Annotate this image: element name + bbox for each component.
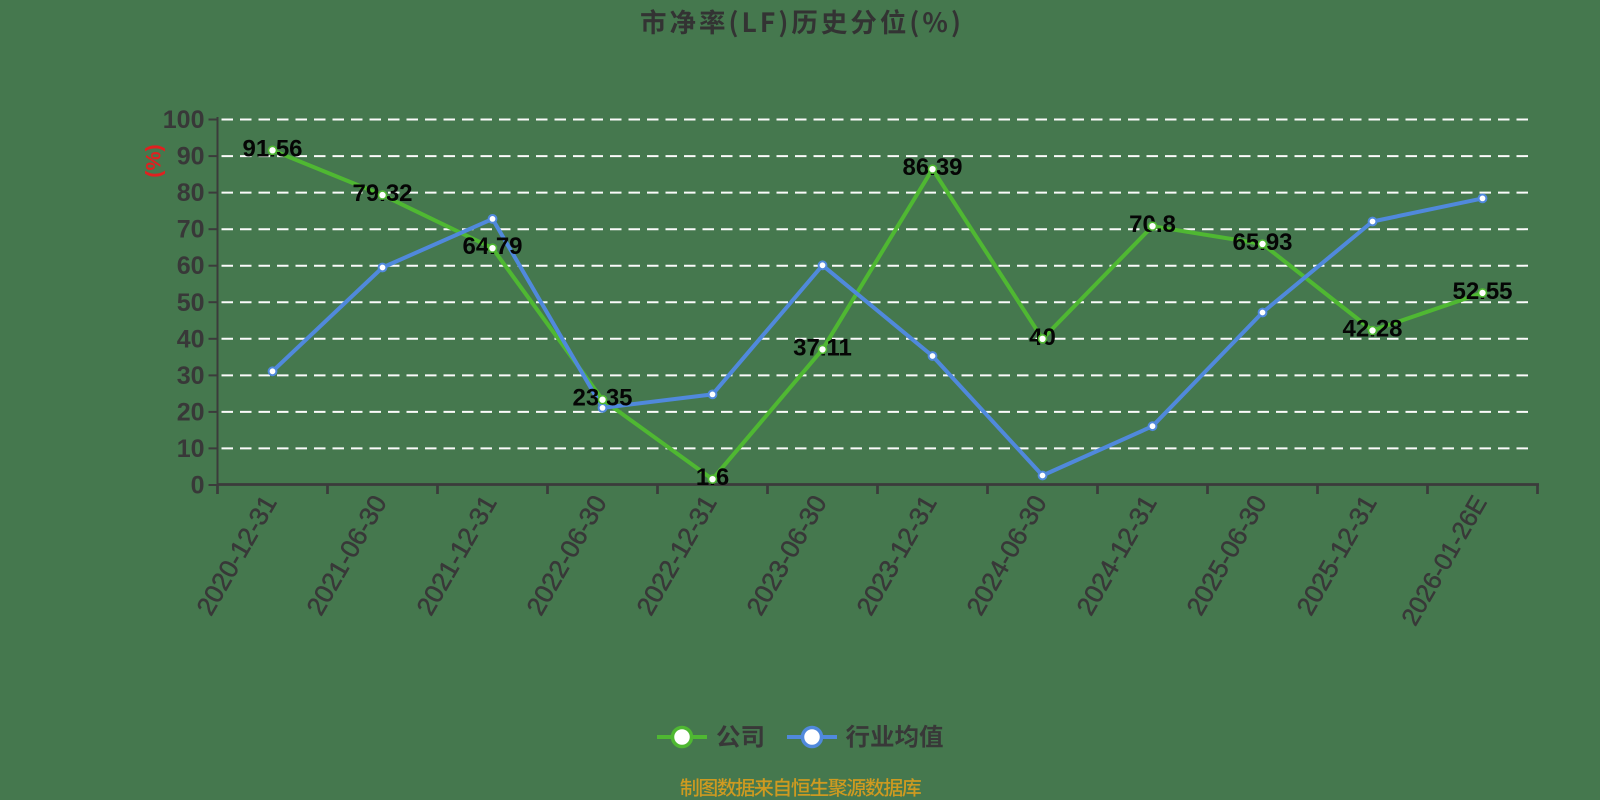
svg-text:10: 10 (177, 435, 205, 463)
svg-text:50: 50 (177, 289, 205, 317)
svg-text:70: 70 (177, 216, 205, 244)
svg-text:40: 40 (177, 325, 205, 353)
svg-text:(%): (%) (142, 144, 166, 177)
svg-text:80: 80 (177, 179, 205, 207)
svg-text:20: 20 (177, 398, 205, 426)
svg-text:100: 100 (163, 106, 205, 134)
svg-text:0: 0 (191, 472, 205, 500)
svg-text:90: 90 (177, 143, 205, 171)
svg-text:60: 60 (177, 252, 205, 280)
svg-text:30: 30 (177, 362, 205, 390)
